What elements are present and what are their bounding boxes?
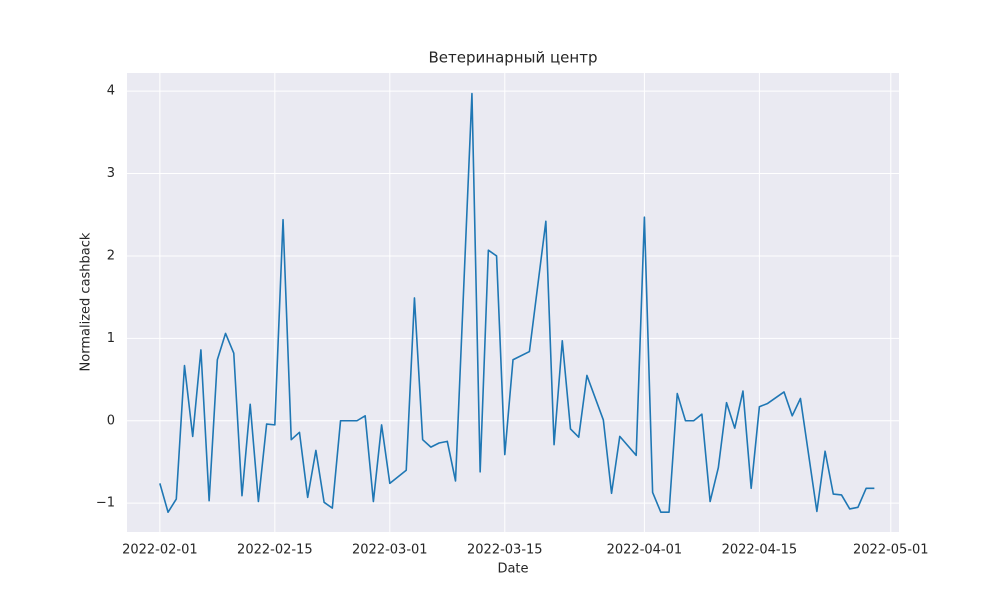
y-tick-label: 3 <box>107 166 115 181</box>
x-tick-label: 2022-04-15 <box>722 543 798 558</box>
y-tick-label: 1 <box>107 331 115 346</box>
x-tick-label: 2022-03-01 <box>352 543 428 558</box>
x-tick-label: 2022-02-15 <box>237 543 313 558</box>
y-tick-label: −1 <box>96 496 115 511</box>
x-tick-label: 2022-02-01 <box>122 543 198 558</box>
chart-title: Ветеринарный центр <box>429 49 598 67</box>
x-tick-label: 2022-05-01 <box>853 543 929 558</box>
plot-area <box>127 73 899 532</box>
data-line <box>159 92 875 514</box>
y-tick-label: 0 <box>107 413 115 428</box>
y-tick-label: 2 <box>107 248 115 263</box>
y-axis-label: Normalized cashback <box>79 232 94 371</box>
x-axis-label: Date <box>497 562 528 577</box>
y-tick-label: 4 <box>107 84 115 99</box>
x-tick-label: 2022-03-15 <box>467 543 543 558</box>
x-tick-label: 2022-04-01 <box>607 543 683 558</box>
